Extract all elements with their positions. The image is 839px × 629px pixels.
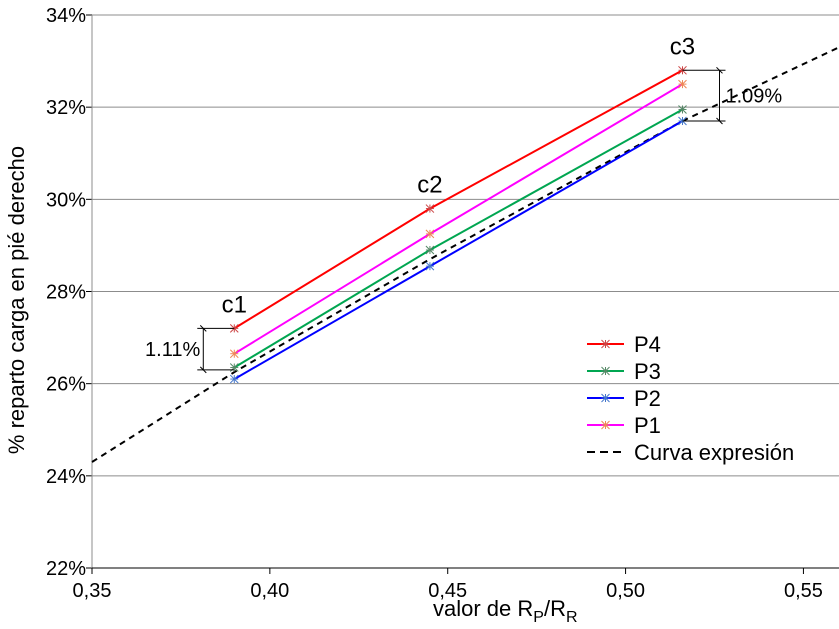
dimension-tick bbox=[716, 66, 723, 74]
legend-label: Curva expresión bbox=[634, 440, 794, 465]
y-tick-label: 32% bbox=[46, 97, 86, 119]
legend-item-p3: P3 bbox=[587, 359, 661, 384]
point-annotation-c1: c1 bbox=[222, 291, 247, 318]
y-tick-label: 24% bbox=[46, 466, 86, 488]
dimension-annotations: 1.11% 1.09% bbox=[145, 66, 782, 374]
data-point-p2 bbox=[229, 374, 239, 384]
data-point-p1 bbox=[425, 229, 435, 239]
marker-stroke bbox=[678, 79, 687, 89]
y-tick-label: 28% bbox=[46, 282, 86, 304]
y-tick-label: 22% bbox=[46, 558, 86, 580]
dimension-label: 1.09% bbox=[725, 86, 782, 108]
x-tick-label: 0,45 bbox=[428, 580, 467, 602]
legend-item-p2: P2 bbox=[587, 386, 661, 411]
marker-stroke bbox=[678, 105, 687, 114]
dimension-label: 1.11% bbox=[145, 339, 200, 361]
data-point-p3 bbox=[678, 105, 687, 114]
data-point-p2 bbox=[425, 261, 435, 271]
x-axis-title-sub-p: P bbox=[533, 609, 544, 626]
data-point-p1 bbox=[229, 349, 239, 359]
annotations: c1 c2 c3 bbox=[222, 33, 696, 318]
marker-stroke bbox=[601, 393, 610, 403]
legend-item-p1: P1 bbox=[587, 413, 661, 438]
y-tick-label: 34% bbox=[46, 5, 86, 27]
legend-item-curva-expresión: Curva expresión bbox=[587, 440, 794, 465]
x-tick-label: 0,40 bbox=[250, 580, 289, 602]
legend-label: P3 bbox=[634, 359, 661, 384]
marker-stroke bbox=[601, 420, 610, 430]
legend-item-p4: P4 bbox=[587, 332, 661, 357]
legend-label: P1 bbox=[634, 413, 661, 438]
tick-labels: 22% 24% 26% 28% 30% 32% 34% 0,35 0,40 0,45 0,50 0,5… bbox=[46, 5, 823, 602]
x-axis-title-sub-r: R bbox=[566, 609, 578, 626]
data-point-p4 bbox=[425, 204, 435, 213]
x-tick-label: 0,50 bbox=[606, 580, 645, 602]
dimension-left: 1.11% bbox=[145, 325, 235, 374]
data-point-p3 bbox=[425, 245, 435, 255]
y-axis-title: % reparto carga en pié derecho bbox=[4, 146, 29, 454]
y-tick-label: 30% bbox=[46, 189, 86, 211]
marker-stroke bbox=[601, 366, 610, 376]
marker-stroke bbox=[425, 204, 435, 213]
marker-stroke bbox=[229, 349, 239, 359]
point-annotation-c2: c2 bbox=[417, 172, 442, 199]
x-tick-label: 0,35 bbox=[73, 580, 112, 602]
x-axis-title-slash: /R bbox=[544, 596, 566, 621]
series-line-p3 bbox=[233, 108, 683, 369]
series-line-p1 bbox=[233, 83, 684, 355]
marker-stroke bbox=[229, 374, 239, 384]
x-axis-title: valor de RP/RR bbox=[433, 596, 578, 626]
dimension-right: 1.09% bbox=[682, 66, 782, 125]
x-axis-title-main: valor de R bbox=[433, 596, 533, 621]
marker-stroke bbox=[425, 229, 435, 239]
dimension-tick bbox=[199, 325, 207, 332]
data-point-p1 bbox=[678, 79, 687, 89]
y-tick-label: 26% bbox=[46, 374, 86, 396]
marker-stroke bbox=[425, 261, 435, 271]
dimension-tick bbox=[716, 117, 723, 125]
x-tick-label: 0,55 bbox=[784, 580, 823, 602]
axes bbox=[86, 14, 839, 574]
series-line-p2 bbox=[233, 120, 683, 380]
legend-label: P2 bbox=[634, 386, 661, 411]
expression-curve bbox=[91, 46, 839, 463]
marker-stroke bbox=[601, 339, 610, 349]
point-annotation-c3: c3 bbox=[670, 33, 695, 60]
curve-line bbox=[91, 46, 839, 463]
dimension-tick bbox=[199, 366, 207, 374]
marker-stroke bbox=[425, 245, 435, 255]
legend-label: P4 bbox=[634, 332, 661, 357]
